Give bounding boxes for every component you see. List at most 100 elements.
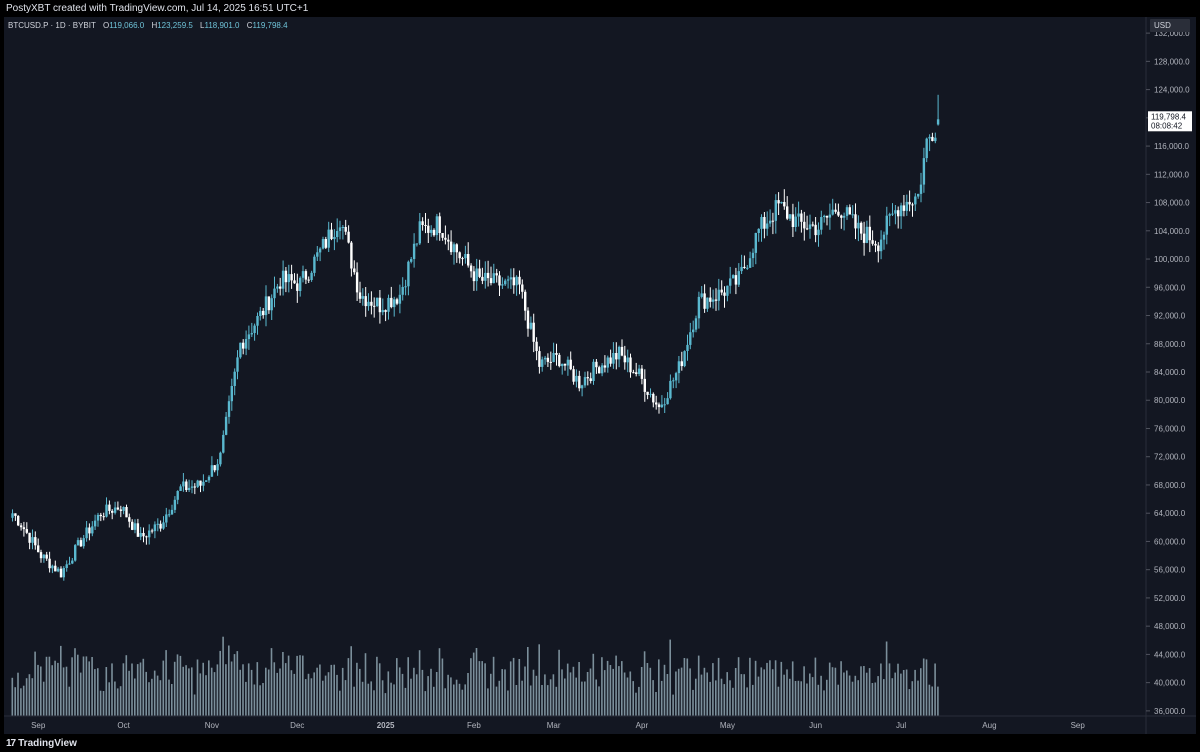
candle-body [885, 215, 888, 235]
volume-bar [265, 667, 267, 716]
volume-bar [888, 663, 891, 716]
candle-body [262, 310, 265, 316]
volume-bar [877, 676, 879, 716]
volume-bar [31, 678, 34, 716]
candle-body [76, 540, 80, 546]
volume-bar [196, 659, 199, 716]
volume-bar [552, 674, 555, 716]
volume-bar [584, 681, 586, 716]
candle-body [196, 480, 199, 487]
candle-body [572, 369, 575, 382]
volume-bar [85, 656, 88, 716]
volume-bar [752, 684, 754, 716]
volume-bar [905, 669, 908, 716]
candle-body [558, 354, 561, 367]
volume-bar [327, 672, 330, 716]
volume-bar [851, 681, 854, 716]
candle-body [603, 365, 607, 368]
volume-bar [17, 672, 19, 716]
volume-bar [364, 653, 367, 716]
candle-body [501, 284, 504, 286]
candle-body [233, 371, 236, 386]
volume-bar [885, 641, 888, 716]
candle-body [882, 234, 886, 240]
candle-body [475, 268, 478, 282]
candle-body [355, 272, 359, 293]
candle-body [387, 297, 390, 312]
volume-bar [846, 670, 848, 716]
candle-body [777, 200, 780, 204]
volume-bar [191, 667, 193, 716]
volume-bar [734, 668, 737, 716]
volume-bar [182, 666, 184, 716]
candle-body [68, 563, 71, 565]
candle-body [706, 297, 709, 309]
candle-body [455, 244, 458, 253]
y-tick-label: 112,000.0 [1154, 170, 1190, 179]
volume-bar [652, 680, 654, 716]
candle-body [307, 279, 310, 281]
candle-body [316, 252, 319, 257]
candle-body [808, 224, 812, 229]
volume-bar [931, 686, 933, 716]
volume-bar [498, 680, 501, 716]
volume-bar [754, 660, 757, 716]
candle-body [93, 520, 97, 527]
y-tick-label: 104,000.0 [1154, 227, 1190, 236]
candle-body [825, 215, 829, 218]
volume-bar [370, 681, 372, 716]
candle-body [486, 272, 490, 279]
candle-body [552, 353, 555, 362]
candle-body [37, 545, 40, 553]
candle-body [449, 241, 453, 253]
candle-body [267, 296, 271, 311]
candle-body [848, 207, 851, 215]
candle-body [199, 480, 202, 486]
volume-bar [521, 680, 523, 716]
tradingview-logo: 17 TradingView [6, 738, 77, 749]
volume-bar [322, 680, 324, 716]
volume-bar [378, 663, 381, 716]
candle-body [11, 513, 14, 518]
volume-bar [128, 670, 130, 716]
volume-bar [435, 672, 438, 716]
candle-body [612, 353, 615, 364]
volume-bar [407, 657, 409, 716]
candle-body [729, 278, 732, 286]
candle-body [71, 560, 74, 564]
volume-bar [518, 659, 521, 716]
price-chart[interactable]: 36,000.0 40,000.0 44,000.0 48,000.0 52,000.0… [4, 17, 1196, 734]
volume-bar [418, 650, 421, 716]
volume-bar [868, 668, 871, 716]
candle-body [321, 239, 325, 249]
volume-bar [763, 669, 765, 716]
volume-bar [313, 672, 315, 716]
volume-bar [176, 654, 179, 716]
volume-bar [834, 667, 837, 716]
close-value: 119,798.4 [252, 21, 288, 30]
candle-body [333, 237, 336, 240]
candle-body [108, 504, 111, 511]
candle-body [703, 293, 706, 309]
volume-bar [284, 663, 287, 716]
volume-bar [453, 684, 455, 716]
volume-bar [507, 690, 509, 716]
candle-body [313, 256, 316, 273]
volume-bar [57, 662, 59, 716]
candle-body [831, 209, 834, 215]
candle-body [105, 504, 108, 517]
chart-panel[interactable]: 36,000.0 40,000.0 44,000.0 48,000.0 52,000.0… [4, 17, 1196, 734]
candle-body [914, 196, 917, 205]
candle-body [162, 522, 165, 529]
candle-body [555, 353, 558, 355]
y-tick-label: 76,000.0 [1154, 425, 1186, 434]
candle-body [230, 386, 233, 402]
candle-body [239, 342, 242, 358]
volume-bar [703, 667, 706, 716]
volume-bar [242, 664, 244, 716]
volume-bar [356, 662, 358, 716]
tradingview-logo-icon: 17 [6, 738, 16, 749]
candle-body [526, 310, 530, 329]
candle-body [731, 275, 735, 279]
candle-body [219, 452, 222, 465]
